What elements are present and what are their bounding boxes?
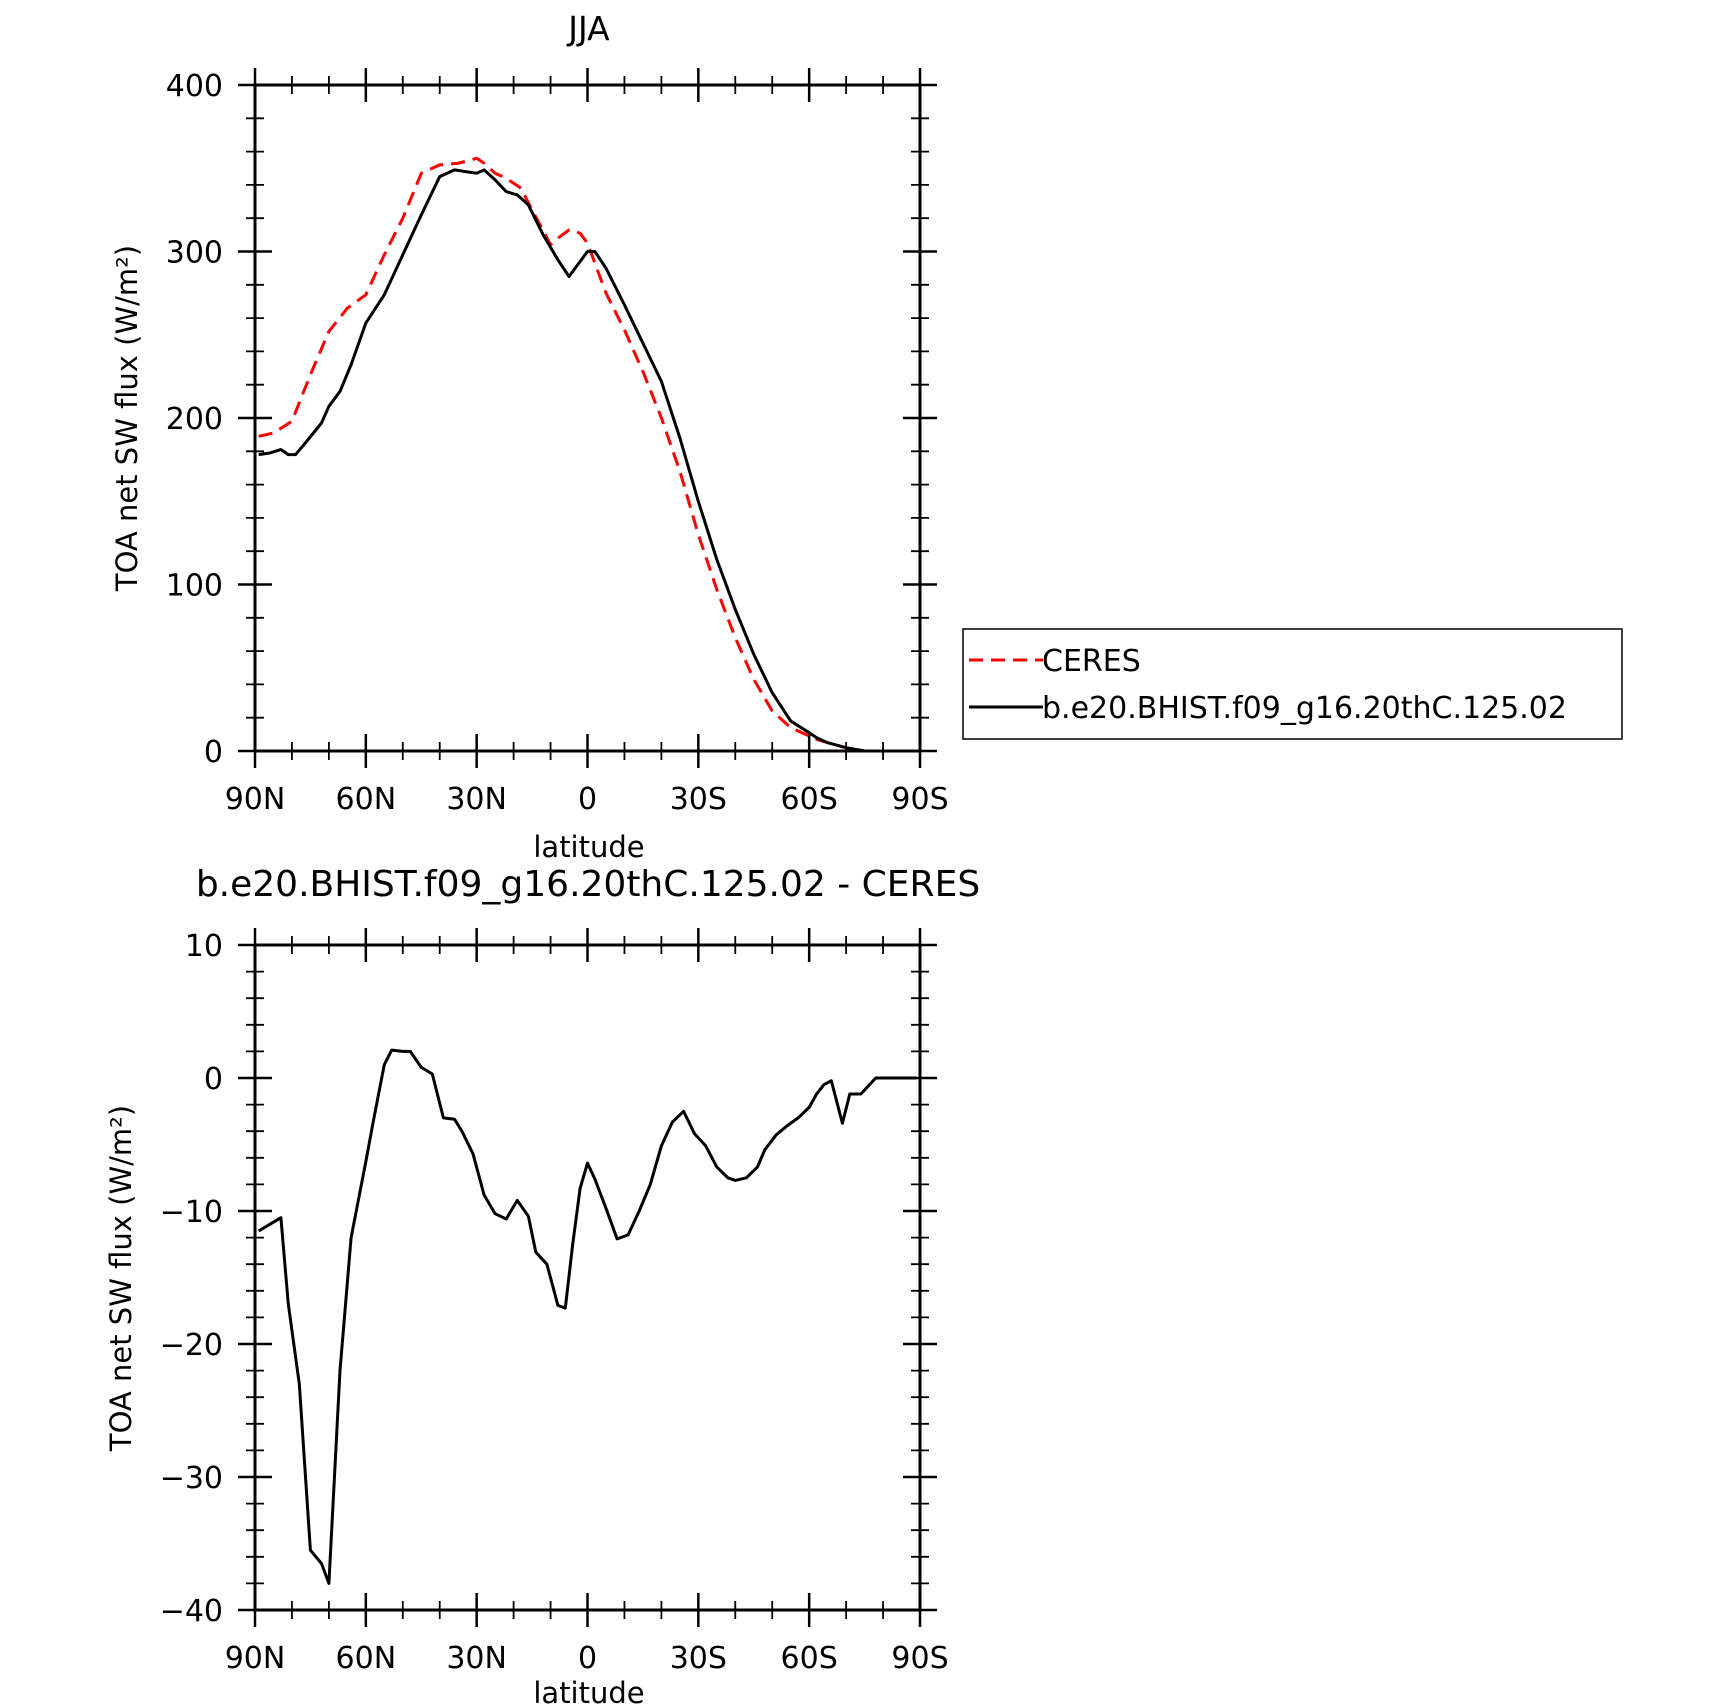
x-tick-label: 90N — [225, 782, 286, 817]
x-tick-label: 60N — [336, 1641, 397, 1676]
y-tick-label: −10 — [160, 1195, 223, 1230]
x-tick-label: 60S — [781, 1641, 838, 1676]
bottom-series — [257, 1048, 917, 1585]
y-tick-label: 200 — [166, 402, 223, 437]
y-tick-label: 400 — [166, 69, 223, 104]
y-tick-label: −40 — [160, 1594, 223, 1629]
series-line-0 — [258, 156, 884, 753]
x-tick-label: 30S — [670, 782, 727, 817]
y-tick-label: 100 — [166, 569, 223, 604]
x-tick-label: 90S — [891, 1641, 948, 1676]
y-tick-label: 0 — [204, 1062, 223, 1097]
top-chart: JJA 0 100 200 300 400 90N 60N 30N 0 30S 60S 90S lat… — [110, 9, 949, 864]
x-tick-label: 30N — [446, 782, 507, 817]
legend-model-label: b.e20.BHIST.f09_g16.20thC.125.02 — [1042, 691, 1567, 726]
bottom-chart: b.e20.BHIST.f09_g16.20thC.125.02 - CERES… — [104, 864, 980, 1706]
y-tick-label: 10 — [185, 929, 223, 964]
y-tick-label: 300 — [166, 236, 223, 271]
x-tick-label: 90N — [225, 1641, 286, 1676]
top-x-axis-label: latitude — [533, 830, 644, 864]
legend-ceres-label: CERES — [1042, 644, 1141, 679]
x-tick-label: 30N — [446, 1641, 507, 1676]
legend-box — [962, 628, 1623, 740]
x-tick-label: 30S — [670, 1641, 727, 1676]
y-tick-label: 0 — [204, 735, 223, 770]
x-tick-label: 0 — [578, 782, 597, 817]
bottom-chart-title: b.e20.BHIST.f09_g16.20thC.125.02 - CERES — [196, 864, 980, 905]
x-tick-label: 60S — [781, 782, 838, 817]
top-series — [258, 156, 884, 753]
legend: CERES b.e20.BHIST.f09_g16.20thC.125.02 — [962, 628, 1623, 740]
top-plot-frame — [253, 83, 922, 753]
series-line-0 — [257, 1048, 917, 1585]
x-tick-label: 0 — [578, 1641, 597, 1676]
bottom-axis-ticks: −40 −30 −20 −10 0 10 90N 60N 30N 0 30S 60S 90S — [160, 928, 949, 1676]
y-tick-label: −20 — [160, 1328, 223, 1363]
bottom-y-axis-label: TOA net SW flux (W/m²) — [104, 1105, 138, 1452]
y-tick-label: −30 — [160, 1461, 223, 1496]
x-tick-label: 60N — [336, 782, 397, 817]
x-tick-label: 90S — [891, 782, 948, 817]
bottom-x-axis-label: latitude — [533, 1676, 644, 1706]
top-chart-title: JJA — [566, 9, 610, 48]
top-axis-ticks: 0 100 200 300 400 90N 60N 30N 0 30S 60S 90S — [166, 68, 949, 817]
top-y-axis-label: TOA net SW flux (W/m²) — [110, 245, 144, 592]
series-line-1 — [258, 168, 884, 753]
bottom-plot-frame — [253, 943, 922, 1612]
